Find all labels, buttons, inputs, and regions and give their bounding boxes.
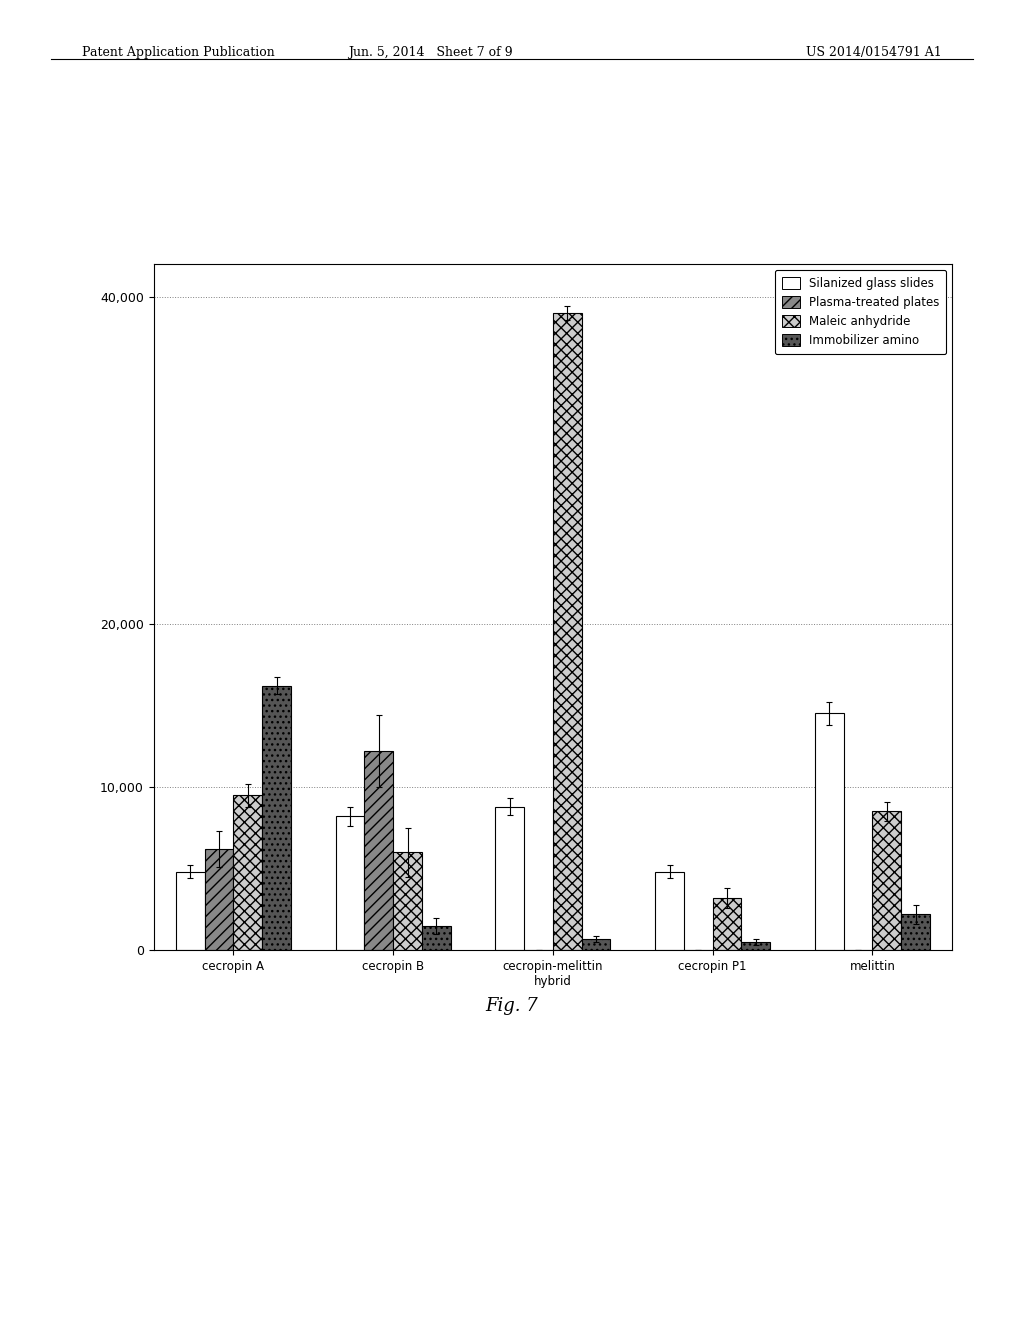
Bar [815, 713, 844, 950]
Bar [901, 915, 930, 950]
Bar [365, 751, 393, 950]
Bar [393, 853, 422, 950]
Bar [582, 939, 610, 950]
Text: Fig. 7: Fig. 7 [485, 997, 539, 1015]
Bar [553, 313, 582, 950]
Bar [713, 898, 741, 950]
Bar [496, 807, 524, 950]
Text: Jun. 5, 2014   Sheet 7 of 9: Jun. 5, 2014 Sheet 7 of 9 [348, 46, 512, 59]
Bar [872, 812, 901, 950]
Bar [422, 925, 451, 950]
Bar [741, 942, 770, 950]
Bar [233, 795, 262, 950]
Bar [205, 849, 233, 950]
Bar [176, 873, 205, 950]
Bar [655, 873, 684, 950]
Bar [262, 685, 291, 950]
Legend: Silanized glass slides, Plasma-treated plates, Maleic anhydride, Immobilizer ami: Silanized glass slides, Plasma-treated p… [775, 269, 946, 354]
Text: US 2014/0154791 A1: US 2014/0154791 A1 [806, 46, 942, 59]
Bar [336, 816, 365, 950]
Text: Patent Application Publication: Patent Application Publication [82, 46, 274, 59]
